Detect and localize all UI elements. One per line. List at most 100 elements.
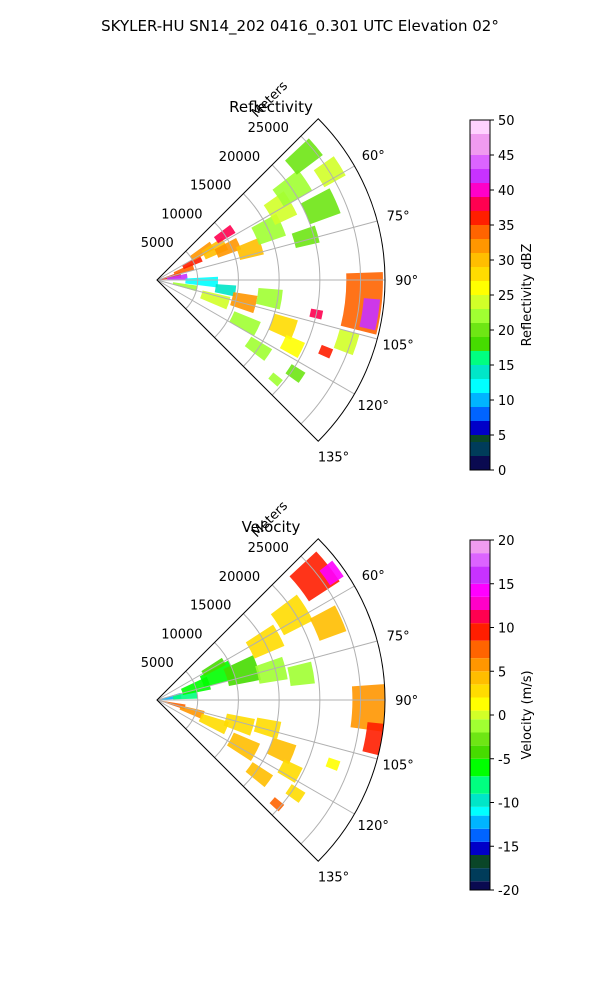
colorbar-label: Reflectivity dBZ (520, 244, 535, 347)
data-cell (230, 292, 258, 314)
azimuth-tick-label: 60° (362, 149, 385, 164)
colorbar-band (470, 323, 490, 337)
data-cell (359, 298, 381, 331)
azimuth-tick-label: 120° (358, 819, 389, 834)
colorbar-band (470, 120, 490, 134)
range-tick-label: 25000 (248, 121, 289, 136)
colorbar-band (470, 815, 490, 829)
range-tick-label: 5000 (141, 656, 174, 671)
colorbar-band (470, 211, 490, 225)
colorbar-tick-label: -5 (498, 753, 511, 768)
data-cell (362, 722, 384, 756)
colorbar-band (470, 881, 490, 890)
colorbar-band (470, 134, 490, 155)
colorbar-tick-label: 25 (498, 289, 515, 304)
range-tick-label: 20000 (219, 570, 260, 585)
data-cells (157, 551, 385, 812)
data-cell (226, 732, 261, 761)
colorbar-band (470, 183, 490, 197)
azimuth-spoke (156, 165, 355, 281)
data-cell (300, 188, 341, 225)
data-cell (318, 344, 334, 359)
colorbar: -20 -15 -10 -5 0 5 10 15 20 Velocity (m/s) (469, 534, 535, 899)
colorbar-tick-label: 50 (498, 114, 515, 129)
data-cell (279, 334, 306, 358)
colorbar-band (470, 640, 490, 659)
colorbar-band (470, 732, 490, 746)
azimuth-spoke (156, 279, 355, 395)
range-tick-label: 15000 (190, 179, 231, 194)
data-cell (223, 655, 261, 687)
colorbar-band (470, 225, 490, 239)
colorbar-tick-label: 0 (498, 709, 506, 724)
data-cell (285, 364, 306, 383)
colorbar-tick-label: 5 (498, 665, 506, 680)
data-cell (287, 661, 315, 686)
colorbar-band (470, 197, 490, 211)
data-cell (214, 237, 242, 258)
data-cell (229, 311, 261, 336)
colorbar-band (470, 658, 490, 672)
data-cell (272, 169, 313, 207)
colorbar-tick-label: 35 (498, 219, 515, 234)
azimuth-spoke (156, 279, 378, 340)
data-cell (325, 757, 341, 771)
colorbar-band (470, 793, 490, 807)
azimuth-tick-label: 90° (395, 274, 418, 289)
colorbar-tick-label: -15 (498, 840, 519, 855)
data-cell (245, 762, 274, 788)
colorbar-band (470, 806, 490, 816)
colorbar-band (470, 155, 490, 169)
azimuth-tick-label: 90° (395, 694, 418, 709)
colorbar-band (470, 758, 490, 777)
data-cell (319, 560, 344, 586)
colorbar-band (470, 169, 490, 183)
colorbar-tick-label: 5 (498, 429, 506, 444)
colorbar-band (470, 610, 490, 624)
colorbar-band (470, 841, 490, 855)
data-cell (277, 759, 303, 783)
colorbar-band (470, 442, 490, 456)
colorbar-band (470, 596, 490, 610)
reflectivity-panel: Reflectivity500010000150002000025000Mete… (141, 79, 535, 479)
range-tick-label: 10000 (161, 207, 202, 222)
data-cell (235, 237, 264, 261)
data-cell (309, 605, 347, 641)
azimuth-tick-label: 135° (318, 871, 349, 886)
data-cell (285, 138, 323, 175)
data-cell (255, 656, 288, 684)
data-cell (266, 737, 297, 765)
colorbar-band (470, 456, 490, 470)
colorbar: 0 5 10 15 20 25 30 35 40 45 50 Reflectivity dBZ (469, 114, 535, 479)
range-tick-label: 20000 (219, 150, 260, 165)
colorbar-band (470, 295, 490, 309)
colorbar-band (470, 267, 490, 281)
azimuth-tick-label: 120° (358, 399, 389, 414)
colorbar-band (470, 379, 490, 393)
colorbar-band (470, 697, 490, 711)
colorbar-tick-label: 20 (498, 324, 515, 339)
azimuth-spoke (156, 699, 355, 815)
colorbar-band (470, 239, 490, 253)
colorbar-tick-label: 15 (498, 578, 515, 593)
azimuth-tick-label: 135° (318, 451, 349, 466)
colorbar-band (470, 684, 490, 698)
data-cell (182, 255, 203, 270)
colorbar-tick-label: -20 (498, 884, 519, 899)
data-cell (199, 660, 236, 688)
colorbar-label: Velocity (m/s) (520, 670, 535, 759)
velocity-panel: Velocity500010000150002000025000Meters60… (141, 499, 535, 899)
data-cell (198, 713, 230, 735)
azimuth-tick-label: 75° (387, 209, 410, 224)
colorbar-tick-label: 0 (498, 464, 506, 479)
colorbar-band (470, 540, 490, 554)
colorbar-tick-label: 40 (498, 184, 515, 199)
colorbar-band (470, 583, 490, 597)
range-tick-label: 25000 (248, 541, 289, 556)
range-tick-label: 10000 (161, 627, 202, 642)
colorbar-tick-label: 30 (498, 254, 515, 269)
sector-frame (156, 118, 386, 442)
colorbar-band (470, 351, 490, 365)
colorbar-tick-label: -10 (498, 797, 519, 812)
